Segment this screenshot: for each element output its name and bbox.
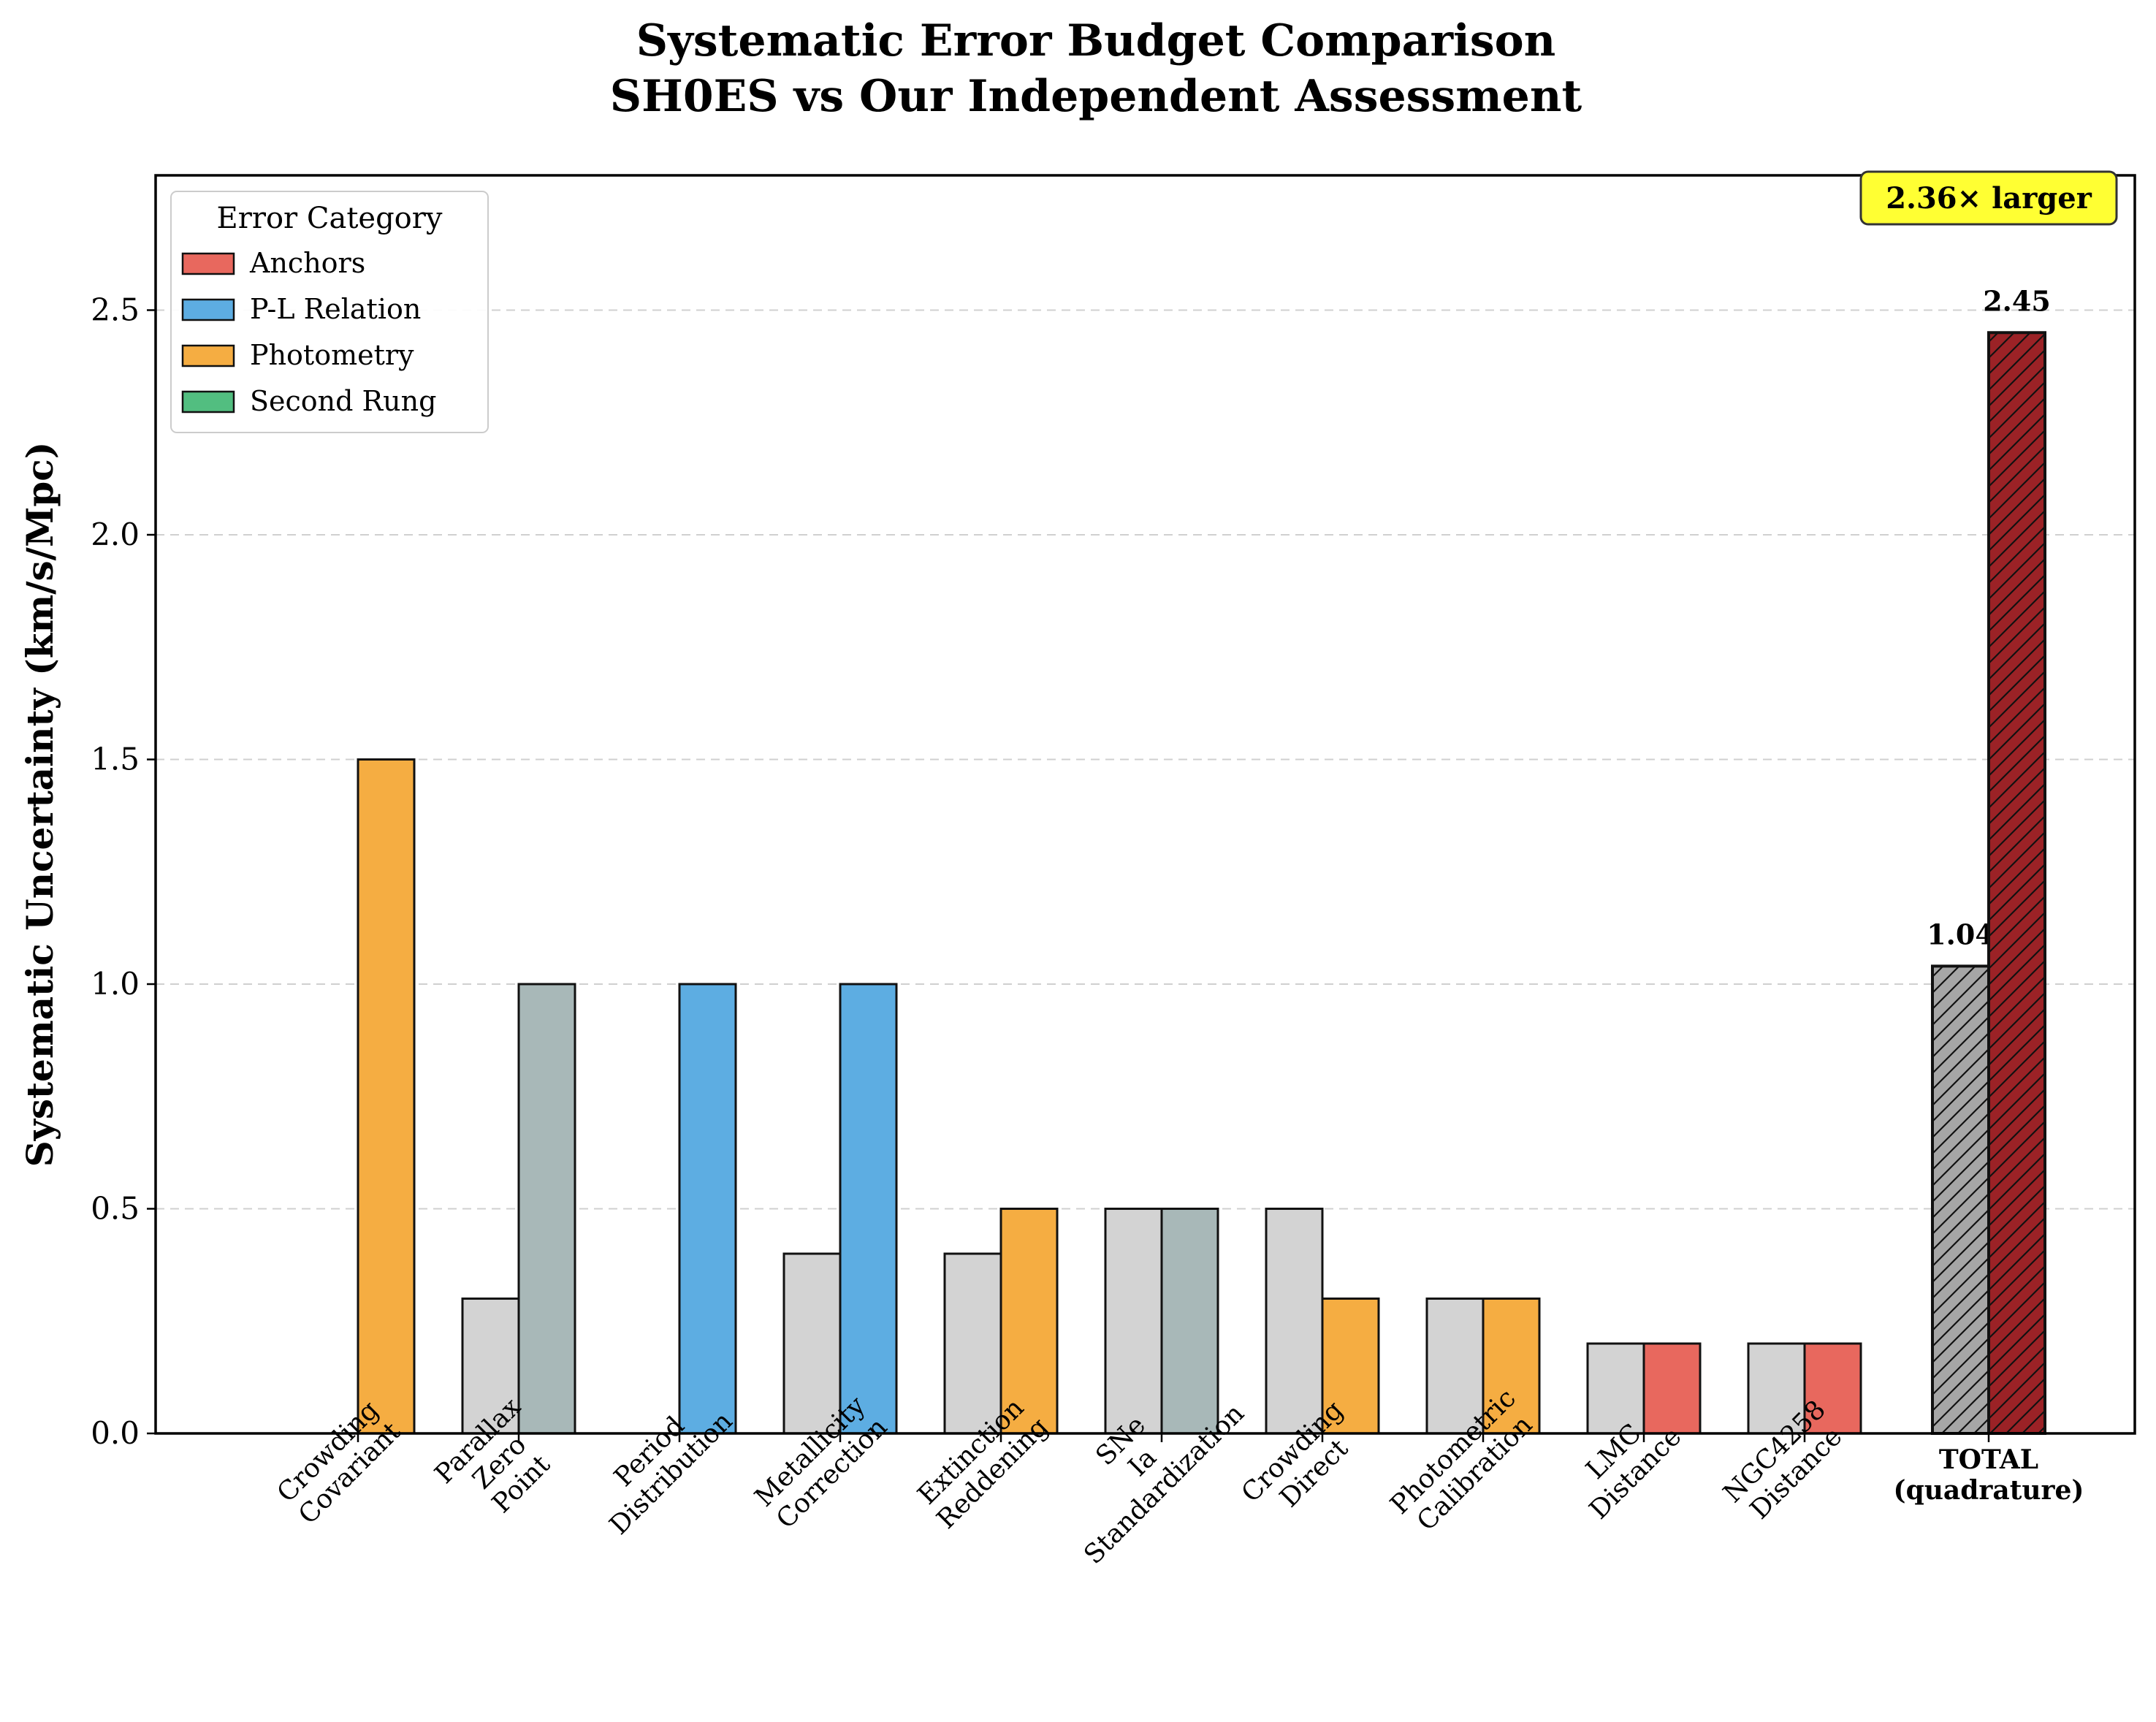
y-tick-label: 1.0 — [91, 966, 140, 1002]
bar-shoes — [1586, 1342, 1645, 1435]
bar-shoes — [943, 1252, 1002, 1435]
legend: Error Category Anchors P-L Relation Photome… — [170, 191, 489, 433]
bar-shoes — [1747, 1342, 1806, 1435]
total-value-label: 2.45 — [1983, 284, 2051, 317]
bar-ours — [839, 983, 898, 1435]
legend-title: Error Category — [217, 202, 443, 235]
bar-ours — [1803, 1342, 1862, 1435]
y-tick-label: 0.5 — [91, 1191, 140, 1227]
legend-box — [170, 191, 489, 433]
y-tick-label: 0.0 — [91, 1415, 140, 1451]
legend-swatch — [181, 298, 235, 321]
legend-label: P-L Relation — [250, 293, 421, 325]
x-tick-label-total: TOTAL (quadrature) — [1894, 1444, 2084, 1506]
annotation-box — [1859, 170, 2118, 226]
legend-label: Second Rung — [250, 385, 436, 417]
bar-total-hatch — [1932, 966, 1989, 1433]
bar-ours — [678, 983, 737, 1435]
bar-ours — [1160, 1208, 1219, 1435]
legend-swatch — [181, 390, 235, 414]
annotation: 2.36× larger — [1859, 170, 2118, 226]
bar-ours — [1321, 1298, 1380, 1435]
bar-ours — [357, 758, 416, 1435]
annotation-text: 2.36× larger — [1886, 181, 2092, 216]
chart-subtitle: SH0ES vs Our Independent Assessment — [610, 71, 1582, 122]
chart-title: Systematic Error Budget Comparison — [636, 15, 1556, 66]
y-tick-label: 2.5 — [91, 292, 140, 328]
legend-label: Anchors — [249, 247, 365, 279]
bar-ours — [1642, 1342, 1702, 1435]
y-tick-label: 1.5 — [91, 742, 140, 777]
gridlines — [156, 309, 2135, 1210]
legend-swatch — [181, 252, 235, 275]
legend-swatch — [181, 344, 235, 367]
y-tick-label: 2.0 — [91, 517, 140, 552]
x-tick-label: PeriodDistribution — [582, 1384, 739, 1541]
bar-ours — [517, 983, 576, 1435]
bar-total-hatch — [1989, 332, 2045, 1433]
y-axis-label: Systematic Uncertainty (km/s/Mpc) — [18, 442, 61, 1167]
legend-label: Photometry — [250, 339, 414, 371]
total-value-label: 1.04 — [1927, 918, 1995, 950]
bar-shoes — [1104, 1208, 1163, 1435]
bar-shoes — [782, 1252, 842, 1435]
plot-frame — [154, 174, 2136, 1435]
bar-shoes — [1265, 1208, 1324, 1435]
bars: 1.04 2.45 — [357, 284, 2051, 1435]
